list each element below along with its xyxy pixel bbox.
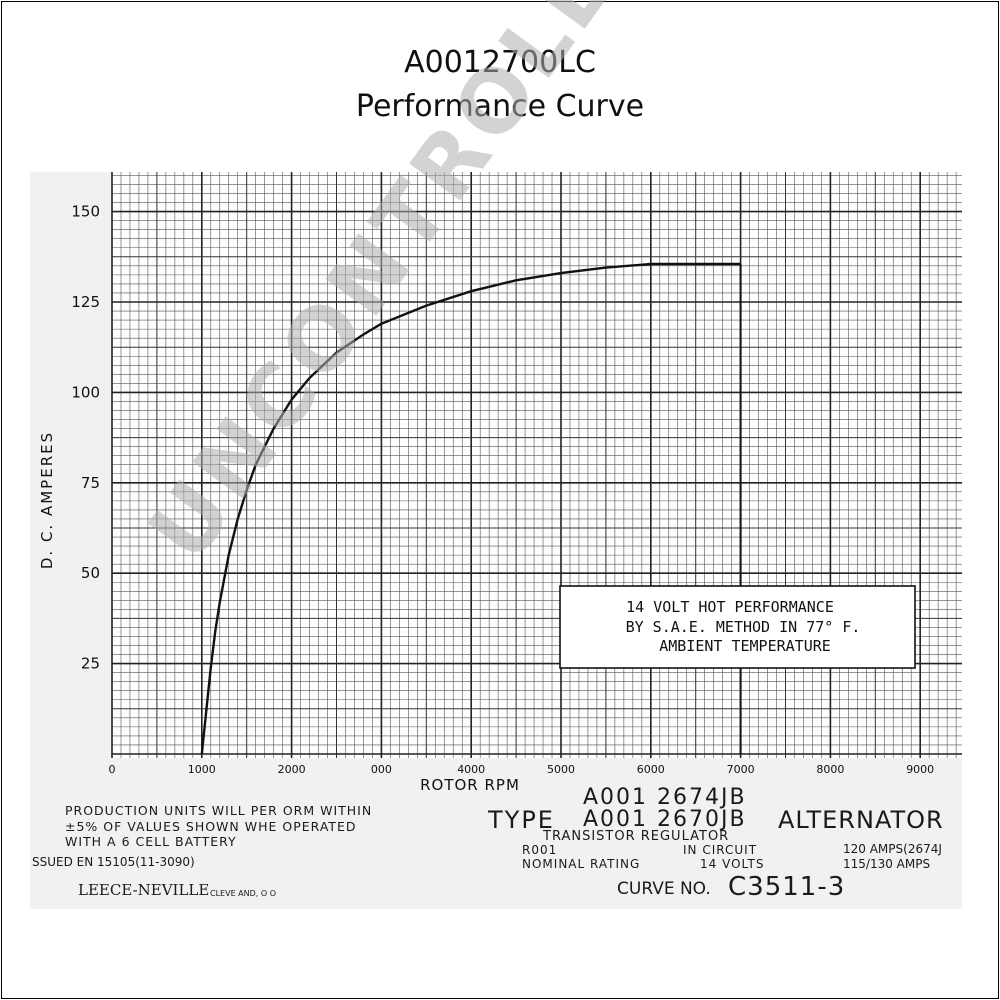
x-tick-label: 5000 bbox=[547, 763, 575, 776]
in-circuit-label: IN CIRCUIT bbox=[683, 843, 758, 857]
annotation-box bbox=[559, 585, 916, 669]
production-note-2: ±5% OF VALUES SHOWN WHE OPERATED bbox=[65, 819, 357, 834]
annotation-line-1: 14 VOLT HOT PERFORMANCE bbox=[626, 598, 834, 616]
x-axis-label: ROTOR RPM bbox=[420, 776, 520, 794]
y-axis-label: D. C. AMPERES bbox=[38, 431, 56, 569]
model-number-1: A001 2674JB bbox=[583, 785, 747, 810]
production-note-3: WITH A 6 CELL BATTERY bbox=[65, 834, 237, 849]
x-tick-label: 000 bbox=[371, 763, 392, 776]
x-tick-label: 2000 bbox=[278, 763, 306, 776]
curve-number: C3511-3 bbox=[728, 872, 846, 902]
annotation-line-3: AMBIENT TEMPERATURE bbox=[659, 637, 831, 655]
type-label: TYPE bbox=[488, 806, 555, 834]
issued-text: SSUED EN 15105(11-3090) bbox=[32, 855, 195, 869]
x-tick-label: 7000 bbox=[727, 763, 755, 776]
y-tick-label: 75 bbox=[81, 474, 100, 492]
y-tick-label: 100 bbox=[71, 383, 100, 401]
company-name: LEECE-NEVILLE bbox=[78, 881, 210, 899]
chart-subtitle: Performance Curve bbox=[355, 89, 645, 124]
amps-rating-2: 115/130 AMPS bbox=[843, 857, 931, 871]
amps-rating-1: 120 AMPS(2674J bbox=[843, 842, 942, 856]
y-tick-label: 50 bbox=[81, 564, 100, 582]
curve-number-label: CURVE NO. bbox=[617, 879, 711, 899]
volts-label: 14 VOLTS bbox=[700, 857, 765, 871]
model-number-2: A001 2670JB bbox=[583, 807, 747, 832]
x-tick-label: 8000 bbox=[816, 763, 844, 776]
transistor-label: TRANSISTOR REGULATOR bbox=[543, 829, 730, 844]
annotation-line-2: BY S.A.E. METHOD IN 77° F. bbox=[626, 618, 861, 636]
performance-curve bbox=[200, 262, 741, 755]
r001-label: R001 bbox=[522, 843, 558, 857]
x-tick-label: 9000 bbox=[906, 763, 934, 776]
chart-title: A0012700LC bbox=[404, 45, 596, 80]
nominal-rating-label: NOMINAL RATING bbox=[522, 857, 641, 871]
x-tick-label: 4000 bbox=[457, 763, 485, 776]
y-tick-labels: 25 50 75 100 125 150 bbox=[71, 203, 100, 673]
x-tick-label: 1000 bbox=[188, 763, 216, 776]
production-note-1: PRODUCTION UNITS WILL PER ORM WITHIN bbox=[65, 803, 373, 818]
y-tick-label: 25 bbox=[81, 655, 100, 673]
alternator-label: ALTERNATOR bbox=[778, 806, 944, 834]
y-tick-label: 125 bbox=[71, 293, 100, 311]
company-city: CLEVE AND, O O bbox=[210, 889, 277, 898]
y-tick-label: 150 bbox=[71, 203, 100, 221]
x-tick-label: 6000 bbox=[637, 763, 665, 776]
x-tick-label: 0 bbox=[109, 763, 116, 776]
x-tick-labels: 0 1000 2000 000 4000 5000 6000 7000 8000 9000 bbox=[109, 763, 935, 776]
